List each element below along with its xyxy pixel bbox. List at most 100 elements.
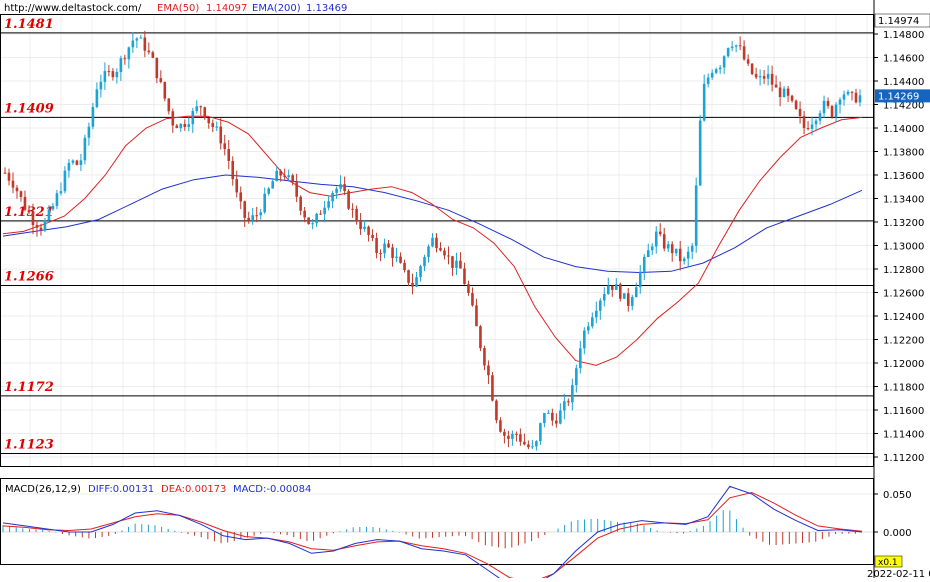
candle-bull xyxy=(187,124,191,127)
y-tick-label: 1.14200 xyxy=(883,101,924,112)
ema50-line xyxy=(2,115,863,366)
macd-pane: 0.050 0.000 xyxy=(1,485,912,582)
candle-bear xyxy=(75,160,79,165)
candle-bull xyxy=(55,193,59,206)
candle-bull xyxy=(714,69,718,73)
current-price-label: 1.14269 xyxy=(878,91,919,102)
ema50-legend-label: EMA(50) xyxy=(157,3,199,14)
y-tick-label: 1.11800 xyxy=(883,383,924,394)
candle-bear xyxy=(223,143,227,150)
candle-bull xyxy=(331,192,334,202)
candle-bull xyxy=(539,423,542,442)
candle-bull xyxy=(810,124,814,129)
macd-diff-line xyxy=(2,485,863,582)
candle-bear xyxy=(662,234,666,249)
candle-bear xyxy=(199,106,203,108)
candle-bear xyxy=(171,111,175,126)
candle-bull xyxy=(694,185,698,246)
candle-bear xyxy=(515,433,518,435)
candle-bear xyxy=(351,208,354,210)
candle-bull xyxy=(415,277,418,287)
y-tick-label: 1.11200 xyxy=(883,453,924,464)
candle-bull xyxy=(814,120,818,125)
candle-bear xyxy=(503,431,506,436)
candle-bear xyxy=(239,192,243,202)
candle-bull xyxy=(842,94,846,100)
candle-bear xyxy=(527,444,530,448)
candle-bear xyxy=(359,221,362,230)
candle-bear xyxy=(798,108,802,117)
price-axis: 1.14800 1.14600 1.14400 1.14200 1.14000 1.138… xyxy=(874,30,924,464)
level-label: 1.1123 xyxy=(4,437,54,452)
candle-bull xyxy=(603,294,606,301)
candle-bear xyxy=(471,292,474,306)
candle-bull xyxy=(583,330,586,349)
candle-bear xyxy=(475,305,478,327)
candle-bull xyxy=(846,91,850,95)
candle-bear xyxy=(658,231,662,235)
ema200-legend-label: EMA(200) xyxy=(252,3,301,14)
candle-bear xyxy=(111,71,115,78)
candle-bear xyxy=(163,82,167,99)
candle-bear xyxy=(219,126,223,144)
candle-bull xyxy=(563,401,566,411)
candle-bear xyxy=(850,91,854,93)
macd-diff-label: DIFF:0.00131 xyxy=(88,484,154,495)
candle-bull xyxy=(734,45,738,47)
candle-bull xyxy=(87,126,91,138)
candle-bull xyxy=(646,250,650,258)
candle-bull xyxy=(710,72,714,78)
y-tick-label: 1.13800 xyxy=(883,148,924,159)
candle-bear xyxy=(27,209,31,213)
candle-bull xyxy=(267,188,270,194)
candle-bull xyxy=(730,46,734,49)
candle-bear xyxy=(451,256,454,268)
y-tick-label: 1.13600 xyxy=(883,171,924,182)
candle-bear xyxy=(375,238,378,253)
candle-bull xyxy=(726,48,730,57)
candle-bear xyxy=(411,282,414,287)
candle-bull xyxy=(315,213,318,224)
candle-bull xyxy=(419,266,422,278)
candle-bull xyxy=(654,231,658,247)
candle-bear xyxy=(159,78,163,83)
candle-bull xyxy=(195,106,199,112)
candle-bull xyxy=(682,258,686,262)
candle-bear xyxy=(15,187,19,192)
y-tick-label: 1.12800 xyxy=(883,265,924,276)
candle-bear xyxy=(830,106,834,118)
candle-bull xyxy=(51,205,55,210)
candle-bear xyxy=(147,50,151,53)
candle-bear xyxy=(555,420,558,424)
candle-bear xyxy=(167,98,171,112)
candle-bear xyxy=(770,73,774,85)
candle-bear xyxy=(319,213,322,215)
macd-tick-label: 0.050 xyxy=(883,490,912,501)
candle-bear xyxy=(387,243,390,248)
ema200-path xyxy=(2,174,863,274)
candle-bull xyxy=(782,88,786,98)
candle-bear xyxy=(407,270,410,283)
candle-bear xyxy=(211,123,215,128)
candle-bear xyxy=(35,225,39,228)
candle-bull xyxy=(99,81,103,90)
ema50-path xyxy=(2,115,863,366)
macd-dea-line xyxy=(2,491,863,582)
candle-bear xyxy=(802,116,806,129)
candle-bull xyxy=(690,245,694,252)
grid xyxy=(1,15,873,466)
candle-bull xyxy=(135,38,139,41)
candle-bear xyxy=(678,248,682,262)
candle-bull xyxy=(547,412,550,414)
y-tick-label: 1.12600 xyxy=(883,289,924,300)
level-label: 1.1481 xyxy=(4,17,54,32)
candle-bull xyxy=(259,212,262,216)
y-tick-label: 1.14000 xyxy=(883,124,924,135)
candle-bull xyxy=(587,326,590,331)
candle-bull xyxy=(271,181,274,189)
candle-bear xyxy=(774,84,778,88)
site-url[interactable]: http://www.deltastock.com/ xyxy=(4,3,142,14)
candle-bear xyxy=(283,175,286,178)
y-tick-label: 1.14800 xyxy=(883,30,924,41)
